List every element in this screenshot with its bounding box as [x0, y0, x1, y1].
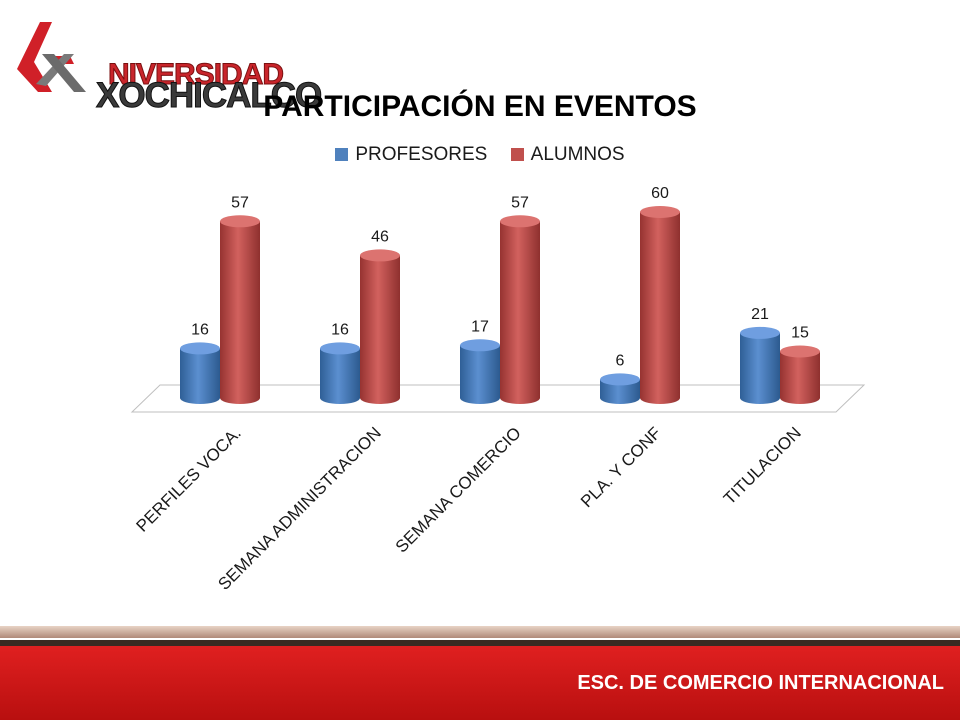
- footer-text: ESC. DE COMERCIO INTERNACIONAL: [577, 672, 944, 694]
- logo-swoosh-icon: [17, 22, 86, 92]
- bar-alumnos-semana-comercio: [500, 215, 540, 404]
- university-logo: NIVERSIDAD XOCHICALCO: [12, 14, 323, 116]
- legend-item-alumnos: ALUMNOS: [510, 144, 625, 166]
- legend-swatch-profesores: [335, 148, 349, 161]
- legend-swatch-alumnos: [510, 148, 524, 161]
- logo-text-bottom: XOCHICALCO: [95, 76, 322, 116]
- footer-strip: [0, 626, 960, 638]
- x-tick-label-pla-y-conf: PLA. Y CONF: [577, 423, 665, 511]
- bar-profesores-pla-y-conf: [600, 373, 640, 404]
- x-tick-label-semana-comercio: SEMANA COMERCIO: [392, 423, 525, 556]
- bar-profesores-semana-comercio: [460, 339, 500, 404]
- logo-text-top: NIVERSIDAD: [107, 58, 284, 92]
- chart-title: PARTICIPACIÓN EN EVENTOS: [263, 90, 697, 123]
- x-tick-label-titulacion: TITULACION: [720, 423, 805, 508]
- legend-label-alumnos: ALUMNOS: [530, 144, 625, 165]
- data-label-alumnos-pla-y-conf: 60: [651, 185, 669, 202]
- legend-item-profesores: PROFESORES: [335, 144, 487, 166]
- x-tick-label-semana-administracion: SEMANA ADMINISTRACION: [214, 423, 384, 593]
- bar-profesores-semana-administracion: [320, 342, 360, 404]
- data-label-profesores-semana-comercio: 17: [471, 318, 489, 335]
- bar-alumnos-pla-y-conf: [640, 206, 680, 404]
- data-label-alumnos-perfiles-voca: 57: [231, 194, 249, 211]
- x-tick-label-perfiles-voca: PERFILES VOCA.: [133, 423, 245, 535]
- data-label-profesores-perfiles-voca: 16: [191, 321, 209, 338]
- data-label-profesores-titulacion: 21: [751, 306, 769, 323]
- chart-legend: PROFESORES ALUMNOS: [0, 144, 960, 166]
- bar-profesores-titulacion: [740, 326, 780, 404]
- bar-alumnos-semana-administracion: [360, 249, 400, 404]
- footer-divider: [0, 640, 960, 646]
- bar-alumnos-titulacion: [780, 345, 820, 404]
- data-label-alumnos-titulacion: 15: [791, 325, 809, 342]
- data-label-alumnos-semana-administracion: 46: [371, 228, 389, 245]
- bar-alumnos-perfiles-voca: [220, 215, 260, 404]
- bar-profesores-perfiles-voca: [180, 342, 220, 404]
- legend-label-profesores: PROFESORES: [355, 144, 488, 165]
- data-label-alumnos-semana-comercio: 57: [511, 194, 529, 211]
- data-label-profesores-semana-administracion: 16: [331, 321, 349, 338]
- data-label-profesores-pla-y-conf: 6: [616, 352, 625, 369]
- footer-bar: [0, 646, 960, 720]
- bar-chart: 16 57 PERFILES VOCA. 16 46 SEMANA ADMINISTRAC…: [130, 185, 866, 594]
